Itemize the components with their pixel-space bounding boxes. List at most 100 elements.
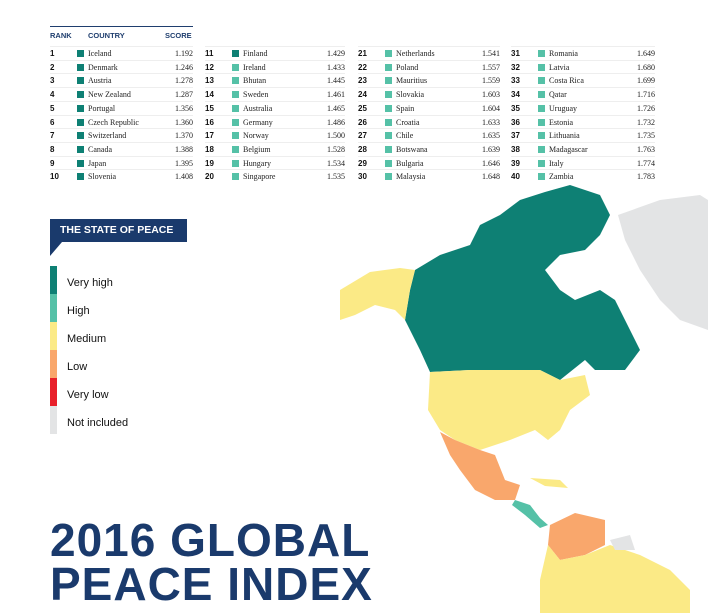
country-name: Austria <box>88 76 112 86</box>
peace-level-swatch <box>77 173 84 181</box>
south-america <box>540 545 690 613</box>
peace-level-swatch <box>77 50 84 57</box>
country-name: Madagascar <box>549 144 588 154</box>
peace-level-swatch <box>538 132 545 140</box>
country-name: Iceland <box>88 49 112 58</box>
cuba <box>530 478 568 488</box>
table-row: 10 Slovenia 1.408 <box>50 169 193 183</box>
legend-title-tail <box>50 242 62 256</box>
rank: 32 <box>511 62 520 72</box>
score: 1.500 <box>327 131 345 141</box>
score: 1.774 <box>637 158 655 168</box>
peace-level-swatch <box>77 77 84 85</box>
rank: 26 <box>358 117 367 127</box>
score: 1.541 <box>482 49 500 58</box>
rank: 5 <box>50 103 55 113</box>
country-name: Malaysia <box>396 172 426 182</box>
table-row: 6 Czech Republic 1.360 <box>50 114 193 129</box>
score: 1.433 <box>327 62 345 72</box>
table-row: 35 Uruguay 1.726 <box>511 100 655 115</box>
rank: 3 <box>50 76 55 86</box>
greenland <box>618 195 708 330</box>
score: 1.649 <box>637 49 655 58</box>
legend-swatch-not-included <box>50 406 57 434</box>
rank: 20 <box>205 172 214 182</box>
canada <box>405 185 640 380</box>
score: 1.278 <box>175 76 193 86</box>
rank: 19 <box>205 158 214 168</box>
rank: 17 <box>205 131 214 141</box>
table-row: 11 Finland 1.429 <box>205 46 345 60</box>
legend-swatch-high <box>50 294 57 322</box>
table-row: 13 Bhutan 1.445 <box>205 73 345 87</box>
rank: 37 <box>511 131 520 141</box>
rank: 23 <box>358 76 367 86</box>
country-name: Hungary <box>243 158 271 168</box>
table-row: 37 Lithuania 1.735 <box>511 128 655 142</box>
peace-level-swatch <box>232 104 239 112</box>
rank: 36 <box>511 117 520 127</box>
peace-level-swatch <box>385 145 392 153</box>
rank: 16 <box>205 117 214 127</box>
legend-label: Very low <box>67 389 109 401</box>
rank: 8 <box>50 144 55 154</box>
score: 1.535 <box>327 172 345 182</box>
peace-level-swatch <box>538 104 545 112</box>
peace-level-swatch <box>538 173 545 181</box>
peace-level-swatch <box>232 63 239 71</box>
rank: 2 <box>50 62 55 72</box>
score: 1.635 <box>482 131 500 141</box>
table-row: 29 Bulgaria 1.646 <box>358 155 500 170</box>
score: 1.726 <box>637 103 655 113</box>
peace-level-swatch <box>385 159 392 167</box>
table-row: 20 Singapore 1.535 <box>205 169 345 183</box>
country-name: Poland <box>396 62 419 72</box>
peace-level-swatch <box>538 63 545 71</box>
legend-swatch-medium <box>50 322 57 350</box>
country-name: Sweden <box>243 90 269 100</box>
rank: 29 <box>358 158 367 168</box>
table-row: 28 Botswana 1.639 <box>358 141 500 156</box>
header-rule <box>50 26 193 27</box>
table-row: 33 Costa Rica 1.699 <box>511 73 655 87</box>
peace-level-swatch <box>77 63 84 71</box>
table-row: 34 Qatar 1.716 <box>511 87 655 101</box>
score: 1.395 <box>175 158 193 168</box>
rank: 10 <box>50 172 59 182</box>
peace-level-swatch <box>232 145 239 153</box>
peace-level-swatch <box>77 159 84 167</box>
country-name: New Zealand <box>88 90 131 100</box>
country-name: Ireland <box>243 62 266 72</box>
country-name: Mauritius <box>396 76 428 86</box>
country-name: Czech Republic <box>88 117 139 127</box>
country-name: Japan <box>88 158 107 168</box>
table-row: 27 Chile 1.635 <box>358 128 500 142</box>
rank: 30 <box>358 172 367 182</box>
peace-level-swatch <box>232 132 239 140</box>
alaska <box>340 268 415 320</box>
table-row: 7 Switzerland 1.370 <box>50 128 193 142</box>
rank: 31 <box>511 49 520 58</box>
score: 1.716 <box>637 90 655 100</box>
table-row: 40 Zambia 1.783 <box>511 169 655 183</box>
peace-level-swatch <box>77 104 84 112</box>
mexico <box>440 432 520 500</box>
peace-level-swatch <box>77 118 84 126</box>
rank: 35 <box>511 103 520 113</box>
table-row: 21 Netherlands 1.541 <box>358 46 500 60</box>
rank: 39 <box>511 158 520 168</box>
score: 1.388 <box>175 144 193 154</box>
table-row: 31 Romania 1.649 <box>511 46 655 60</box>
peace-level-swatch <box>385 118 392 126</box>
peace-level-swatch <box>538 77 545 85</box>
peace-level-swatch <box>232 173 239 181</box>
country-name: Croatia <box>396 117 420 127</box>
rank: 13 <box>205 76 214 86</box>
score: 1.639 <box>482 144 500 154</box>
rank: 22 <box>358 62 367 72</box>
score: 1.559 <box>482 76 500 86</box>
legend-swatch-very-high <box>50 266 57 294</box>
table-row: 5 Portugal 1.356 <box>50 100 193 115</box>
country-name: Bhutan <box>243 76 267 86</box>
